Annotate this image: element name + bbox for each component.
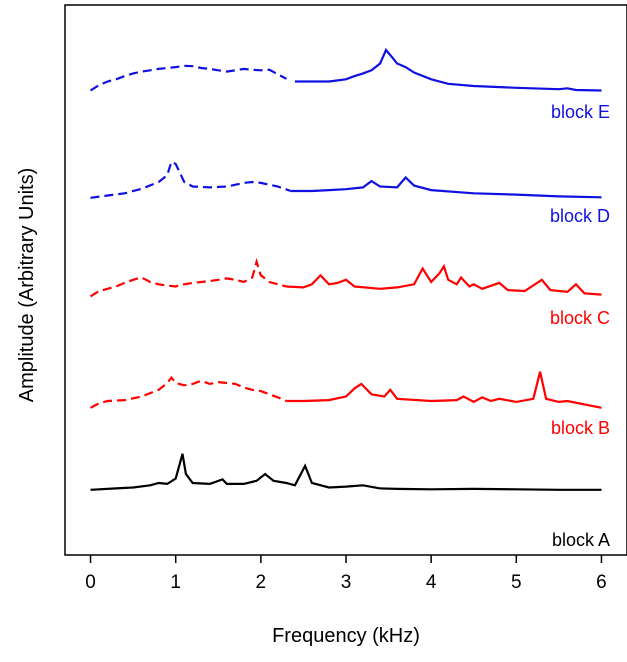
series-group	[89, 47, 602, 491]
x-tick-group: 0 1 2 3 4 5 6	[85, 555, 607, 593]
y-axis-title: Amplitude (Arbitrary Units)	[16, 168, 38, 403]
block-e-dashed-line	[89, 64, 287, 92]
block-b-line	[286, 371, 602, 409]
block-e-label: block E	[551, 102, 610, 122]
x-tick-label: 1	[170, 572, 181, 593]
x-tick-label: 6	[596, 572, 607, 593]
block-d-label: block D	[550, 206, 610, 226]
block-c-line	[286, 263, 602, 296]
block-a-line	[90, 453, 602, 491]
x-tick-label: 3	[341, 572, 352, 593]
x-tick-label: 5	[511, 572, 522, 593]
block-c-dashed-line	[89, 257, 287, 298]
block-c-label: block C	[550, 308, 610, 328]
block-b-label: block B	[551, 418, 610, 438]
block-d-dashed-line	[90, 160, 292, 199]
block-b-dashed-line	[89, 375, 287, 409]
series-label-group: block E block D block C block B block A	[550, 102, 610, 550]
x-axis-title: Frequency (kHz)	[272, 625, 420, 647]
block-e-line	[294, 47, 602, 92]
block-d-line	[290, 175, 602, 199]
x-tick-label: 0	[85, 572, 96, 593]
x-tick-label: 2	[256, 572, 267, 593]
block-a-label: block A	[552, 530, 610, 550]
x-tick-label: 4	[426, 572, 437, 593]
